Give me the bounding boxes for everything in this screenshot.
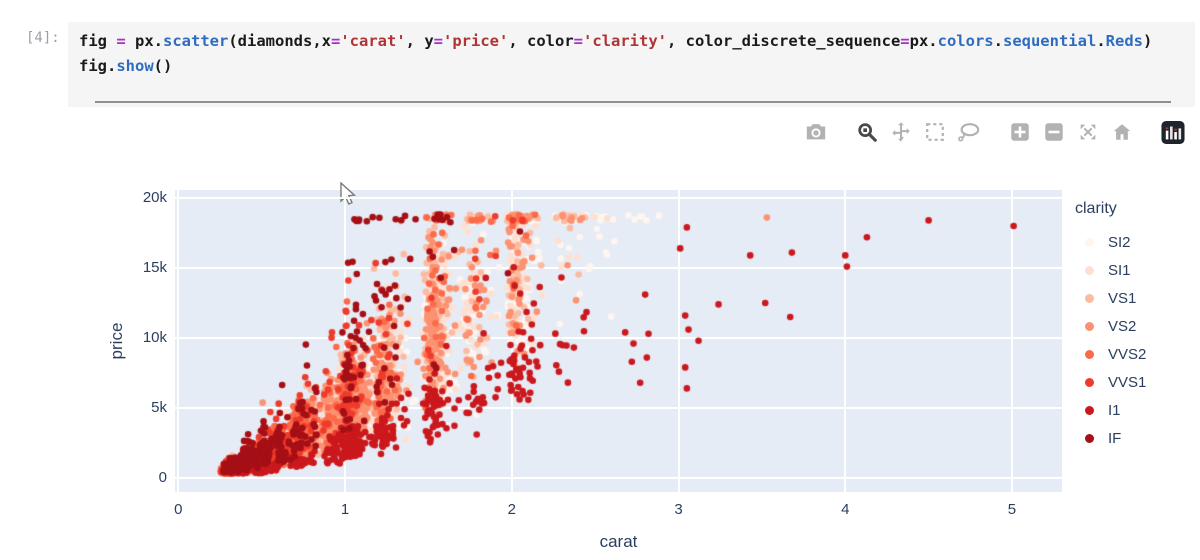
code-token-plain: (diamonds,x xyxy=(228,32,331,50)
legend-marker xyxy=(1085,293,1094,303)
autoscale-icon xyxy=(1080,124,1096,140)
legend-label: VVS1 xyxy=(1108,373,1147,391)
cell-output-divider xyxy=(95,101,1171,103)
y-tick-label: 20k xyxy=(142,188,167,206)
code-token-op: = xyxy=(900,32,910,50)
legend-label: VVS2 xyxy=(1108,345,1147,363)
legend-marker xyxy=(1085,377,1094,387)
legend: clarity SI2 SI1 VS1 VS2 VVS2 VVS1 I1 IF xyxy=(1073,200,1146,452)
code-token-fn: Reds xyxy=(1105,32,1143,50)
x-tick-label: 3 xyxy=(674,501,683,518)
zoom-in-button[interactable] xyxy=(1008,120,1032,144)
code-token-str: 'carat' xyxy=(340,32,406,50)
code-token-op: = xyxy=(573,32,583,50)
legend-item-if[interactable]: IF xyxy=(1073,424,1146,452)
code-editor[interactable]: fig = px.scatter(diamonds,x='carat', y='… xyxy=(68,22,1195,79)
code-token-plain: , color xyxy=(508,32,574,50)
legend-item-vvs2[interactable]: VVS2 xyxy=(1073,340,1146,368)
legend-item-vs2[interactable]: VS2 xyxy=(1073,312,1146,340)
code-token-plain: . xyxy=(1096,32,1106,50)
cell-execution-count: [4]: xyxy=(26,30,60,46)
code-token-plain: ) xyxy=(1142,32,1153,50)
legend-label: VS1 xyxy=(1108,289,1137,307)
pan-icon xyxy=(892,122,910,142)
y-tick-label: 0 xyxy=(158,468,167,486)
legend-marker xyxy=(1085,265,1094,275)
box-select-icon xyxy=(926,123,944,141)
legend-label: VS2 xyxy=(1108,317,1137,335)
x-axis-title: carat xyxy=(599,532,638,551)
code-token-fn: colors xyxy=(937,32,994,50)
plotly-logo-button[interactable] xyxy=(1161,120,1185,144)
code-token-plain: . xyxy=(993,32,1003,50)
camera-icon xyxy=(806,124,826,140)
legend-item-vs1[interactable]: VS1 xyxy=(1073,284,1146,312)
y-tick-label: 5k xyxy=(151,398,167,416)
legend-item-si1[interactable]: SI1 xyxy=(1073,256,1146,284)
legend-marker xyxy=(1085,405,1094,415)
x-tick-label: 4 xyxy=(841,501,850,518)
x-tick-label: 2 xyxy=(507,501,516,518)
legend-item-vvs1[interactable]: VVS1 xyxy=(1073,368,1146,396)
zoom-out-button[interactable] xyxy=(1042,120,1066,144)
y-tick-label: 10k xyxy=(142,328,167,346)
zoom-icon xyxy=(858,123,877,142)
code-token-plain: px. xyxy=(125,32,163,50)
zoom-in-icon xyxy=(1011,123,1029,141)
reset-axes-button[interactable] xyxy=(1110,120,1134,144)
code-token-fn: show xyxy=(116,57,154,75)
y-tick-label: 15k xyxy=(142,258,167,276)
code-line: fig.show() xyxy=(79,54,1195,79)
legend-marker xyxy=(1085,433,1094,443)
code-line: fig = px.scatter(diamonds,x='carat', y='… xyxy=(79,29,1195,54)
legend-item-si2[interactable]: SI2 xyxy=(1073,228,1146,256)
code-token-plain: , color_discrete_sequence xyxy=(667,32,901,50)
code-token-plain: fig. xyxy=(79,57,117,75)
code-token-plain: , y xyxy=(405,32,434,50)
scatter-figure: clarity SI2 SI1 VS1 VS2 VVS2 VVS1 I1 IF carat p… xyxy=(0,170,1200,560)
legend-item-i1[interactable]: I1 xyxy=(1073,396,1146,424)
x-tick-label: 0 xyxy=(174,501,183,518)
x-tick-label: 5 xyxy=(1007,501,1017,518)
code-token-op: = xyxy=(330,32,341,50)
legend-marker xyxy=(1085,321,1094,331)
legend-title: clarity xyxy=(1075,200,1117,217)
code-token-fn: scatter xyxy=(163,32,229,50)
legend-marker xyxy=(1085,349,1094,359)
autoscale-button[interactable] xyxy=(1076,120,1100,144)
code-token-plain: fig xyxy=(79,32,117,50)
plotly-modebar xyxy=(799,120,1190,144)
legend-label: SI2 xyxy=(1108,233,1131,251)
zoom-out-icon xyxy=(1045,123,1063,141)
code-cell[interactable]: fig = px.scatter(diamonds,x='carat', y='… xyxy=(68,22,1195,107)
legend-label: IF xyxy=(1108,429,1122,447)
x-tick-label: 1 xyxy=(340,501,350,518)
code-token-plain: () xyxy=(153,57,173,75)
plotly-logo-icon xyxy=(1161,120,1185,144)
code-token-plain: px. xyxy=(909,32,938,50)
code-token-fn: sequential xyxy=(1002,32,1097,50)
legend-label: I1 xyxy=(1108,401,1121,419)
legend-label: SI1 xyxy=(1108,261,1131,279)
legend-marker xyxy=(1085,237,1094,247)
code-token-str: 'clarity' xyxy=(583,32,667,50)
camera-button[interactable] xyxy=(804,120,828,144)
zoom-button[interactable] xyxy=(855,120,879,144)
code-token-str: 'price' xyxy=(443,32,509,50)
pan-button[interactable] xyxy=(889,120,913,144)
lasso-select-button[interactable] xyxy=(957,120,981,144)
reset-axes-icon xyxy=(1113,124,1131,140)
code-token-op: = xyxy=(433,32,443,50)
code-token-op: = xyxy=(116,32,126,50)
box-select-button[interactable] xyxy=(923,120,947,144)
scatter-points-canvas[interactable] xyxy=(175,190,1062,492)
lasso-select-icon xyxy=(958,123,980,142)
